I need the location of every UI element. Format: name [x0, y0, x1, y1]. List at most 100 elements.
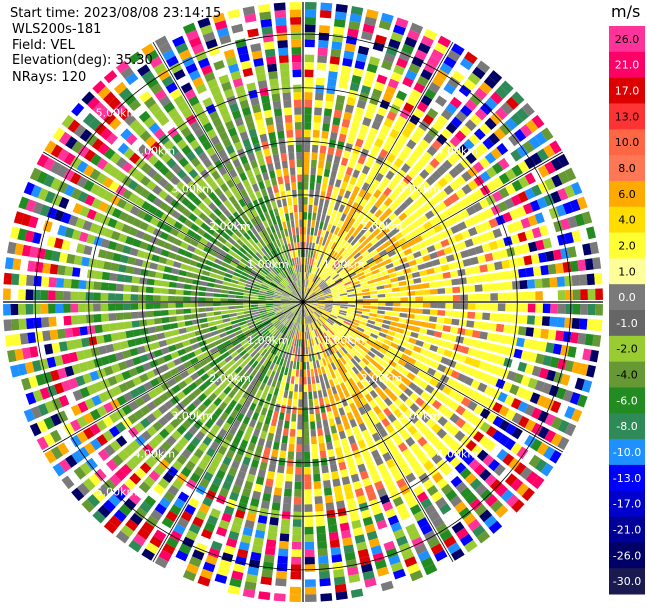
velocity-cell [519, 315, 527, 324]
velocity-cell [189, 260, 198, 267]
velocity-cell [474, 275, 482, 283]
velocity-cell [588, 289, 596, 300]
velocity-cell [4, 319, 12, 331]
velocity-cell [439, 257, 448, 265]
velocity-cell [178, 270, 186, 276]
velocity-cell [277, 563, 288, 571]
velocity-cell [274, 487, 282, 495]
velocity-cell [318, 390, 323, 398]
velocity-cell [325, 434, 332, 442]
velocity-cell [392, 312, 400, 317]
velocity-cell [131, 294, 139, 301]
velocity-cell [445, 295, 453, 301]
velocity-cell [384, 315, 392, 320]
range-ring-label: 3.00km [399, 410, 441, 423]
range-ring-label: 1.00km [323, 334, 365, 347]
velocity-cell [393, 298, 401, 302]
velocity-cell [318, 206, 323, 214]
velocity-cell [329, 395, 335, 403]
velocity-cell [65, 266, 74, 276]
velocity-cell [157, 333, 166, 340]
velocity-cell [283, 390, 288, 398]
velocity-cell [321, 214, 326, 222]
velocity-cell [415, 309, 423, 314]
velocity-cell [264, 41, 275, 50]
velocity-cell [341, 157, 349, 166]
velocity-cell [93, 282, 101, 290]
velocity-cell [313, 130, 320, 138]
velocity-cell [71, 291, 79, 300]
velocity-cell [363, 302, 371, 305]
velocity-cell [206, 307, 214, 311]
velocity-cell [268, 524, 278, 533]
velocity-cell [291, 549, 301, 557]
velocity-cell [314, 489, 322, 497]
velocity-cell [406, 279, 414, 284]
velocity-cell [63, 291, 71, 300]
velocity-cell [317, 229, 321, 237]
velocity-cell [323, 480, 331, 488]
velocity-cell [324, 199, 330, 207]
range-ring-label: 4.00km [437, 145, 479, 158]
velocity-cell [71, 304, 79, 313]
velocity-cell [422, 315, 430, 321]
velocity-cell [385, 307, 393, 311]
velocity-cell [200, 323, 208, 329]
colorbar-tick-label: 4.0 [618, 214, 636, 227]
velocity-cell [86, 303, 94, 311]
velocity-cell [169, 282, 177, 288]
velocity-cell [406, 319, 414, 324]
velocity-cell [289, 235, 293, 243]
velocity-cell [261, 204, 267, 212]
colorbar-tick-label: -21.0 [613, 523, 641, 536]
velocity-cell [333, 304, 341, 306]
velocity-cell [305, 519, 314, 527]
velocity-cell [266, 298, 274, 300]
velocity-cell [307, 220, 311, 228]
velocity-cell [400, 297, 408, 301]
velocity-cell [117, 274, 125, 282]
velocity-cell [146, 303, 154, 309]
velocity-cell [198, 308, 206, 312]
velocity-cell [335, 416, 342, 425]
velocity-cell [332, 117, 340, 126]
velocity-cell [236, 306, 244, 309]
velocity-cell [503, 271, 511, 280]
velocity-cell [370, 306, 378, 309]
velocity-cell [298, 190, 302, 198]
velocity-cell [284, 229, 288, 237]
velocity-cell [319, 571, 330, 579]
velocity-cell [307, 369, 310, 377]
velocity-cell [285, 183, 290, 191]
velocity-cell [291, 376, 295, 384]
velocity-cell [274, 3, 286, 11]
velocity-cell [317, 367, 321, 375]
velocity-cell [483, 303, 491, 310]
velocity-cell [315, 221, 319, 229]
velocity-cell [369, 287, 377, 291]
velocity-cell [368, 283, 376, 287]
velocity-cell [587, 319, 595, 331]
velocity-cell [540, 265, 549, 275]
velocity-cell [505, 303, 513, 311]
velocity-cell [154, 280, 162, 287]
velocity-cell [579, 318, 587, 329]
velocity-cell [317, 168, 323, 176]
velocity-cell [535, 304, 543, 313]
velocity-cell [297, 167, 302, 175]
velocity-cell [335, 148, 342, 157]
velocity-cell [474, 321, 482, 329]
range-ring-label: 5.00km [96, 107, 138, 120]
velocity-cell [199, 313, 207, 318]
colorbar-tick-label: 13.0 [615, 110, 640, 123]
velocity-cell [290, 167, 296, 175]
velocity-cell [311, 369, 315, 377]
velocity-cell [262, 424, 269, 433]
velocity-cell [266, 539, 276, 548]
velocity-cell [316, 175, 322, 183]
velocity-cell [387, 268, 395, 274]
velocity-cell [288, 391, 293, 399]
range-ring-label: 2.00km [209, 220, 251, 233]
velocity-cell [289, 160, 295, 168]
velocity-cell [269, 402, 275, 410]
